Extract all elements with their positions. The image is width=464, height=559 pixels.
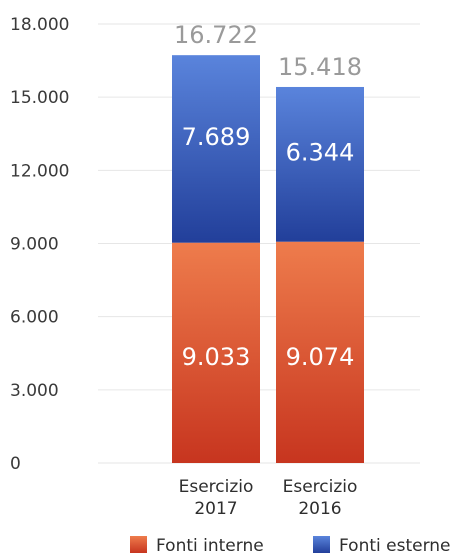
y-tick-label: 6.000 [10, 308, 59, 328]
bars [172, 55, 364, 463]
y-tick-label: 18.000 [10, 15, 69, 35]
bar-segment-fonti-esterne [172, 55, 260, 243]
data-label-fonti-esterne: 6.344 [286, 138, 355, 166]
bar-segment-fonti-esterne [276, 86, 364, 242]
data-label-fonti-interne: 9.033 [182, 343, 251, 371]
x-category-label: Esercizio 2017 [179, 477, 254, 519]
x-category-line: Esercizio [179, 477, 254, 497]
y-tick-label: 0 [10, 454, 21, 474]
data-labels: 9.033 7.689 16.722 9.074 6.344 15.418 [174, 21, 362, 371]
data-label-fonti-interne: 9.074 [286, 343, 355, 371]
y-tick-label: 12.000 [10, 161, 69, 181]
legend-label-fonti-esterne: Fonti esterne [339, 536, 451, 556]
x-category-label: Esercizio 2016 [283, 477, 358, 519]
x-category-line: 2016 [298, 499, 341, 519]
legend-swatch-fonti-esterne [313, 536, 330, 553]
legend-label-fonti-interne: Fonti interne [156, 536, 264, 556]
legend-swatch-fonti-interne [130, 536, 147, 553]
x-category-line: 2017 [194, 499, 237, 519]
y-tick-label: 15.000 [10, 88, 69, 108]
data-label-fonti-esterne: 7.689 [182, 123, 251, 151]
legend: Fonti interne Fonti esterne [130, 536, 451, 556]
y-axis-ticks: 0 3.000 6.000 9.000 12.000 15.000 18.000 [10, 15, 69, 474]
total-label: 15.418 [278, 53, 362, 81]
bar-segment-fonti-interne [276, 241, 364, 463]
x-category-line: Esercizio [283, 477, 358, 497]
y-tick-label: 3.000 [10, 381, 59, 401]
bar-segment-fonti-interne [172, 242, 260, 463]
y-tick-label: 9.000 [10, 235, 59, 255]
total-label: 16.722 [174, 21, 258, 49]
